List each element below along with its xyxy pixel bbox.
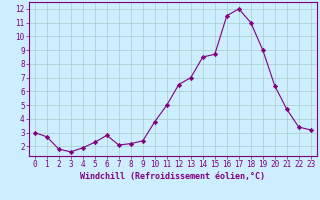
X-axis label: Windchill (Refroidissement éolien,°C): Windchill (Refroidissement éolien,°C) xyxy=(80,172,265,181)
